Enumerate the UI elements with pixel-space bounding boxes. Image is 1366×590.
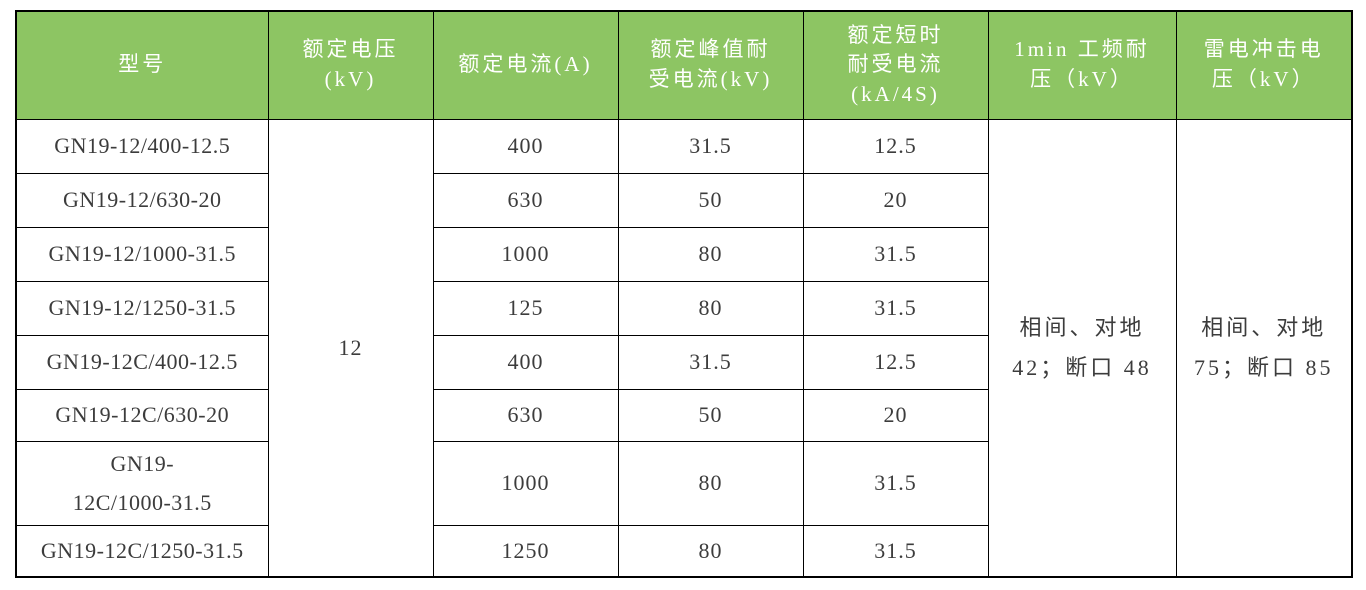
short-time-cell: 31.5	[802, 440, 989, 526]
table-row: GN19-12/1250-31.5 125 80 31.5	[15, 280, 1352, 336]
model-cell: GN19- 12C/1000-31.5	[15, 440, 269, 526]
column-header-model: 型号	[15, 10, 269, 120]
table-row: GN19-12/630-20 630 50 20	[15, 172, 1352, 228]
header-row: 型号 额定电压 (kV) 额定电流(A) 额定峰值耐 受电流(kV) 额定短时 …	[15, 10, 1353, 120]
table-row: GN19- 12C/1000-31.5 1000 80 31.5	[15, 440, 1352, 526]
peak-cell: 80	[617, 226, 804, 282]
table-row: GN19-12/400-12.5 12 400 31.5 12.5 相间、对地 …	[15, 118, 1353, 578]
short-time-cell: 12.5	[802, 334, 989, 390]
lightning-merged-cell: 相间、对地 75；断口 85	[1175, 118, 1353, 578]
peak-cell: 50	[617, 388, 804, 442]
short-time-cell: 31.5	[802, 226, 989, 282]
model-cell: GN19-12/400-12.5	[15, 118, 269, 174]
column-header-rated-current: 额定电流(A)	[432, 10, 619, 120]
current-cell: 400	[432, 334, 619, 390]
current-cell: 630	[432, 388, 619, 442]
model-cell: GN19-12/630-20	[15, 172, 269, 228]
peak-cell: 31.5	[617, 334, 804, 390]
current-cell: 1000	[432, 440, 619, 526]
model-cell: GN19-12C/400-12.5	[15, 334, 269, 390]
short-time-cell: 20	[802, 172, 989, 228]
current-cell: 630	[432, 172, 619, 228]
current-cell: 400	[432, 118, 619, 174]
peak-cell: 31.5	[617, 118, 804, 174]
spec-table: 型号 额定电压 (kV) 额定电流(A) 额定峰值耐 受电流(kV) 额定短时 …	[15, 10, 1353, 579]
model-cell: GN19-12C/1250-31.5	[15, 524, 269, 578]
peak-cell: 80	[617, 440, 804, 526]
column-header-lightning-impulse: 雷电冲击电 压（kV）	[1175, 10, 1353, 120]
column-header-rated-voltage: 额定电压 (kV)	[267, 10, 434, 120]
table-row: GN19-12C/1250-31.5 1250 80 31.5	[15, 524, 1352, 578]
model-cell: GN19-12/1000-31.5	[15, 226, 269, 282]
short-time-cell: 20	[802, 388, 989, 442]
short-time-cell: 31.5	[802, 524, 989, 578]
peak-cell: 80	[617, 280, 804, 336]
column-header-short-time-withstand: 额定短时 耐受电流 (kA/4S)	[802, 10, 989, 120]
current-cell: 1000	[432, 226, 619, 282]
current-cell: 125	[432, 280, 619, 336]
table-row: GN19-12C/630-20 630 50 20	[15, 388, 1352, 442]
column-header-peak-withstand: 额定峰值耐 受电流(kV)	[617, 10, 804, 120]
short-time-cell: 31.5	[802, 280, 989, 336]
model-cell: GN19-12C/630-20	[15, 388, 269, 442]
current-cell: 1250	[432, 524, 619, 578]
short-time-cell: 12.5	[802, 118, 989, 174]
peak-cell: 80	[617, 524, 804, 578]
power-freq-merged-cell: 相间、对地 42；断口 48	[987, 118, 1177, 578]
model-cell: GN19-12/1250-31.5	[15, 280, 269, 336]
table-row: GN19-12/1000-31.5 1000 80 31.5	[15, 226, 1352, 282]
peak-cell: 50	[617, 172, 804, 228]
column-header-power-freq-withstand: 1min 工频耐 压（kV）	[987, 10, 1177, 120]
rated-voltage-merged-cell: 12	[267, 118, 434, 578]
